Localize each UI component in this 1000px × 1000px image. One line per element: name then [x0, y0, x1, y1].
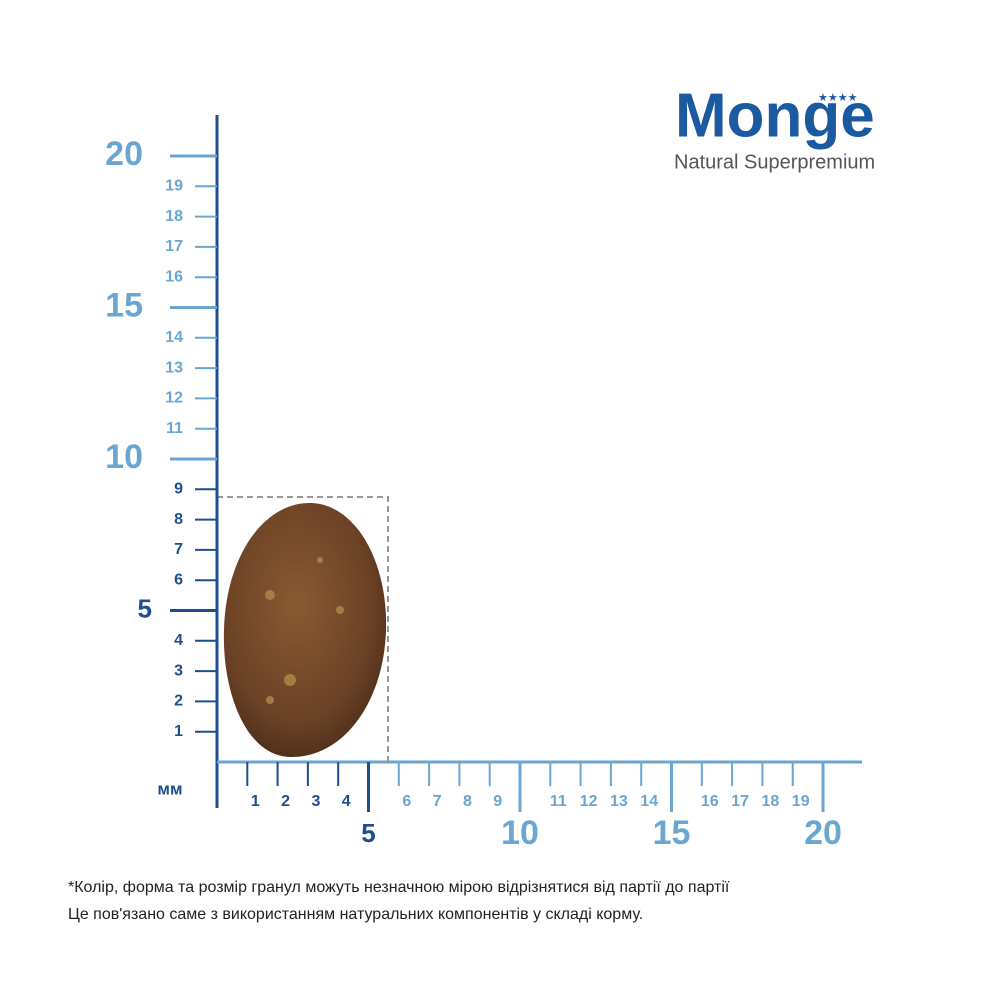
y-minor-label: 14 — [165, 329, 183, 346]
y-minor-label: 4 — [174, 632, 183, 649]
x-minor-label: 13 — [610, 793, 628, 810]
y-minor-label: 13 — [165, 359, 183, 376]
x-minor-label: 2 — [281, 793, 290, 810]
y-minor-label: 16 — [165, 268, 183, 285]
x-minor-label: 6 — [402, 793, 411, 810]
x-minor-label: 7 — [433, 793, 442, 810]
x-minor-label: 14 — [640, 793, 658, 810]
x-minor-label: 8 — [463, 793, 472, 810]
note-line: Це пов'язано саме з використанням натура… — [68, 906, 643, 923]
x-minor-label: 3 — [311, 793, 320, 810]
x-minor-label: 12 — [580, 793, 598, 810]
y-major-label: 10 — [105, 438, 143, 476]
logo-stars: ★★★★ — [818, 92, 858, 104]
y-major-label: 20 — [105, 135, 143, 173]
x-minor-label: 9 — [493, 793, 502, 810]
note: *Колір, форма та розмір гранул можуть не… — [68, 879, 730, 923]
pellet-texture — [265, 557, 344, 704]
y-minor-label: 2 — [174, 693, 183, 710]
y-minor-label: 6 — [174, 571, 183, 588]
pellet — [223, 502, 387, 758]
x-minor-label: 11 — [550, 793, 567, 810]
y-minor-label: 3 — [174, 662, 183, 679]
x-minor-label: 18 — [762, 793, 780, 810]
y-major-label: 5 — [138, 593, 152, 623]
y-minor-label: 17 — [165, 238, 183, 255]
note-line: *Колір, форма та розмір гранул можуть не… — [68, 879, 730, 896]
y-minor-label: 7 — [174, 541, 183, 558]
x-minor-label: 4 — [342, 793, 351, 810]
x-major-label: 15 — [653, 814, 691, 852]
x-major-label: 10 — [501, 814, 539, 852]
x-major-label: 20 — [804, 814, 842, 852]
x-minor-label: 17 — [731, 793, 749, 810]
logo: Monge ★★★★ Natural Superpremium — [674, 81, 875, 173]
x-major-label: 5 — [361, 818, 375, 848]
y-minor-label: 11 — [166, 420, 183, 437]
y-minor-label: 9 — [174, 481, 183, 498]
y-major-label: 15 — [105, 286, 143, 324]
logo-tagline: Natural Superpremium — [674, 151, 875, 173]
x-minor-label: 19 — [792, 793, 810, 810]
unit-label: мм — [157, 779, 182, 798]
y-minor-label: 1 — [174, 723, 183, 740]
x-minor-label: 1 — [251, 793, 260, 810]
y-minor-label: 12 — [165, 390, 183, 407]
y-minor-label: 8 — [174, 511, 183, 528]
x-minor-label: 16 — [701, 793, 719, 810]
y-minor-label: 19 — [165, 178, 183, 195]
y-minor-label: 18 — [165, 208, 183, 225]
logo-brand: Monge — [675, 81, 875, 150]
